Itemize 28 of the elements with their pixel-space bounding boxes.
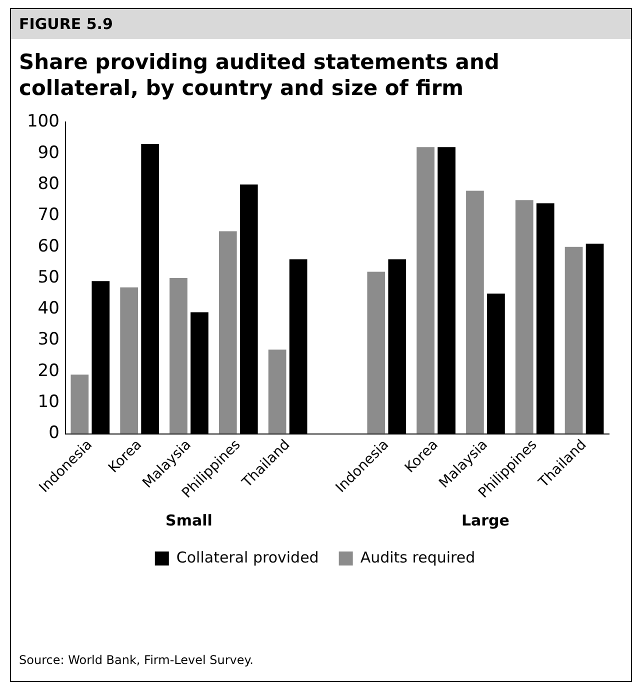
y-tick-label: 40	[38, 298, 60, 318]
y-tick-label: 20	[38, 360, 60, 380]
bar	[70, 374, 89, 434]
y-tick-label: 90	[38, 142, 60, 162]
chart-title: Share providing audited statements and collateral, by country and size of firm	[18, 49, 500, 102]
y-tick-label: 0	[48, 422, 60, 443]
bar	[218, 230, 237, 434]
caption: FIGURE 5.9	[11, 9, 631, 39]
bar	[170, 277, 188, 434]
legend-label: Audits required	[360, 548, 476, 566]
bar	[416, 146, 434, 434]
y-tick-label: 80	[38, 173, 60, 194]
bar	[564, 246, 583, 434]
y-tick-label: 70	[38, 204, 60, 225]
bar	[367, 271, 386, 434]
bar	[268, 349, 286, 434]
source-note: Source: World Bank, Firm-Level Survey.	[19, 653, 254, 667]
y-tick-label: 30	[38, 329, 60, 350]
y-tick-label: 100	[26, 111, 60, 132]
bar	[466, 190, 484, 434]
bar	[120, 286, 138, 434]
bar	[515, 200, 534, 434]
y-tick-label: 10	[38, 392, 60, 412]
y-tick-label: 50	[38, 266, 60, 287]
y-tick-label: 60	[38, 236, 60, 256]
legend-label: Collateral provided	[176, 548, 319, 566]
text: Small	[166, 510, 212, 529]
text: Large	[461, 510, 510, 529]
